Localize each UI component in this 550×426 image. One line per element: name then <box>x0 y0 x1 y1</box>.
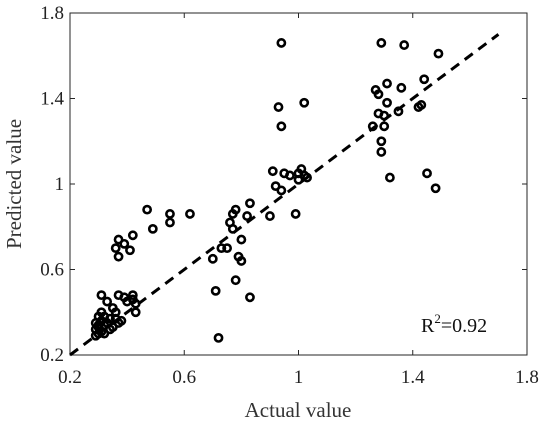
data-point <box>376 136 387 147</box>
data-point <box>302 172 312 183</box>
data-point <box>207 253 218 264</box>
fit-line <box>69 33 500 357</box>
x-tick-label: 0.2 <box>58 367 82 388</box>
data-point <box>416 100 427 110</box>
data-point <box>216 243 227 254</box>
x-tick-label: 1.4 <box>401 367 425 388</box>
r-squared-annotation: R2=0.92 <box>421 311 487 337</box>
data-point <box>285 170 295 181</box>
data-point <box>245 198 255 209</box>
data-point <box>119 238 130 249</box>
r-squared-superscript: 2 <box>434 311 441 326</box>
r-squared-prefix: R <box>421 315 435 337</box>
data-point <box>165 209 175 219</box>
y-tick-label: 1.4 <box>40 89 64 110</box>
data-point <box>222 243 232 254</box>
data-point <box>113 251 124 262</box>
data-point <box>276 121 287 132</box>
data-point <box>430 183 441 194</box>
data-point <box>130 298 141 309</box>
data-point <box>105 313 115 324</box>
data-point <box>396 82 407 93</box>
data-point <box>230 275 241 286</box>
data-point <box>236 234 247 245</box>
data-point <box>399 40 410 50</box>
data-points <box>90 38 444 343</box>
data-point <box>276 185 287 196</box>
data-point <box>299 97 310 108</box>
data-point <box>213 332 224 343</box>
data-point <box>130 307 141 318</box>
data-point <box>382 97 392 108</box>
data-point <box>242 211 252 221</box>
data-point <box>210 285 221 296</box>
data-point <box>236 256 247 266</box>
data-point <box>102 296 113 307</box>
y-tick-label: 1 <box>55 174 65 195</box>
data-point <box>267 166 278 177</box>
data-point <box>379 121 390 132</box>
x-tick-label: 1 <box>294 367 304 388</box>
y-tick-label: 0.6 <box>40 260 64 281</box>
data-point <box>127 230 138 241</box>
data-point <box>290 209 301 219</box>
data-point <box>142 204 153 215</box>
data-point <box>276 38 287 48</box>
y-tick-label: 1.8 <box>40 3 64 24</box>
data-point <box>419 74 430 85</box>
axis-ticks <box>69 12 528 356</box>
data-point <box>376 147 387 157</box>
data-point <box>382 78 392 89</box>
data-point <box>433 48 444 59</box>
r-squared-value: =0.92 <box>441 315 487 337</box>
data-point <box>107 303 118 313</box>
y-tick-label: 0.2 <box>40 345 64 366</box>
data-point <box>230 204 241 215</box>
data-point <box>116 315 127 326</box>
data-point <box>384 172 395 183</box>
x-axis-label: Actual value <box>245 398 352 422</box>
data-point <box>99 320 110 330</box>
data-point <box>127 290 138 301</box>
data-point <box>393 106 404 117</box>
data-point <box>376 38 387 48</box>
data-point <box>245 292 255 303</box>
data-point <box>147 223 158 234</box>
data-point <box>367 121 378 132</box>
axis-tick-labels: 0.2 0.6 1 1.4 1.8 0.2 0.6 1 1.4 1.8 <box>40 3 539 388</box>
data-point <box>227 223 238 234</box>
x-tick-label: 0.6 <box>172 367 196 388</box>
data-point <box>185 209 195 219</box>
data-point <box>379 110 390 121</box>
x-tick-label: 1.8 <box>515 367 539 388</box>
data-point <box>265 211 275 221</box>
data-point <box>96 307 107 318</box>
data-point <box>125 245 135 256</box>
data-point <box>373 89 384 100</box>
data-point <box>110 243 121 254</box>
y-axis-label: Predicted value <box>2 119 26 249</box>
data-point <box>165 217 175 228</box>
data-point <box>273 102 284 112</box>
data-point <box>422 168 432 179</box>
data-point <box>96 290 107 301</box>
